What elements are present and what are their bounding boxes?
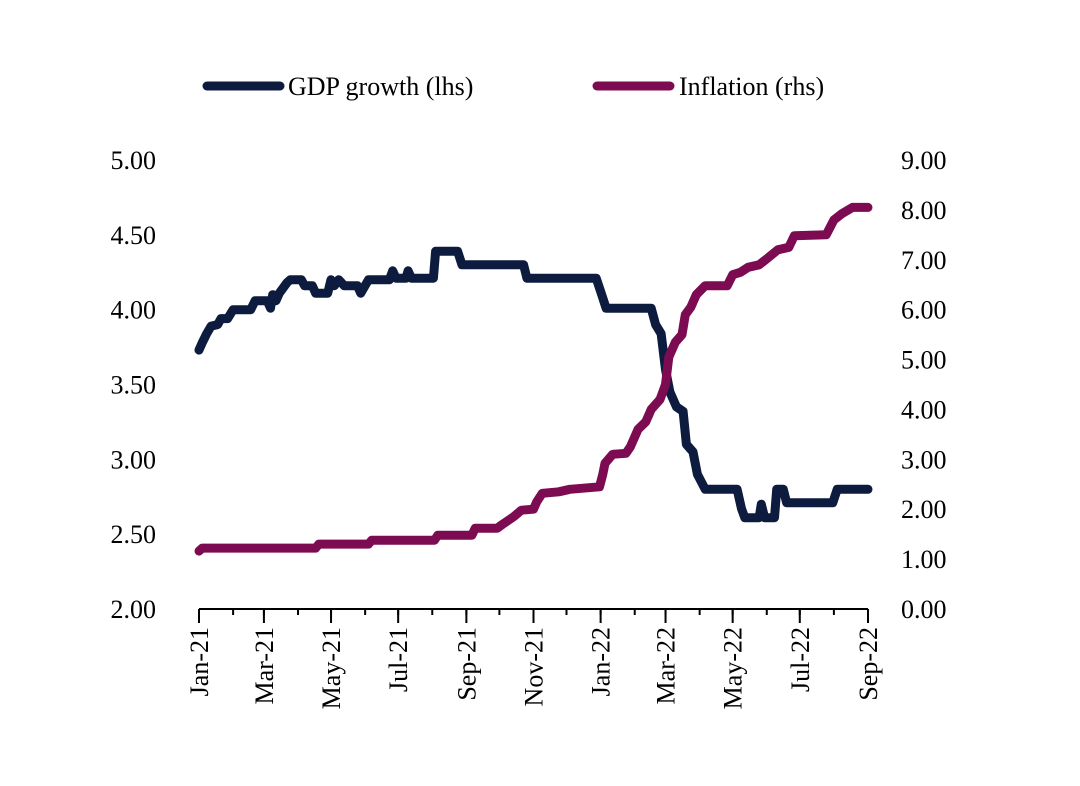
left-y-tick-label: 2.50 (111, 520, 157, 549)
legend-label: GDP growth (lhs) (288, 72, 473, 101)
x-tick-label: Sep-22 (854, 627, 883, 701)
x-tick-label: May-21 (317, 627, 346, 709)
legend: GDP growth (lhs) Inflation (rhs) (202, 72, 824, 101)
x-tick-label: Mar-21 (250, 627, 279, 704)
x-tick-label: Mar-22 (652, 627, 681, 704)
series-layer (194, 202, 873, 556)
x-tick-label: Jan-21 (185, 627, 214, 696)
x-tick-label: May-22 (719, 627, 748, 709)
right-y-tick-label: 7.00 (901, 246, 947, 275)
legend-label: Inflation (rhs) (679, 72, 824, 101)
left-y-tick-label: 2.00 (111, 595, 157, 624)
x-tick-label: Jan-22 (587, 627, 616, 696)
right-y-tick-label: 4.00 (901, 395, 947, 424)
right-y-tick-label: 0.00 (901, 595, 947, 624)
series-line-gdp-growth (194, 246, 873, 523)
left-y-tick-label: 4.00 (111, 296, 157, 325)
right-y-tick-label: 2.00 (901, 495, 947, 524)
right-y-tick-label: 1.00 (901, 545, 947, 574)
right-y-axis: 0.00 1.00 2.00 3.00 4.00 5.00 6.00 7.00 8.00 9.00 (901, 146, 947, 624)
right-y-tick-label: 3.00 (901, 445, 947, 474)
left-y-tick-label: 5.00 (111, 146, 157, 175)
x-tick-label: Jul-22 (786, 627, 815, 692)
right-y-tick-label: 8.00 (901, 196, 947, 225)
left-y-axis: 2.00 2.50 3.00 3.50 4.00 4.50 5.00 (111, 146, 157, 624)
x-tick-label: Nov-21 (520, 627, 549, 706)
left-y-tick-label: 3.50 (111, 371, 157, 400)
right-y-tick-label: 5.00 (901, 346, 947, 375)
left-y-tick-label: 3.00 (111, 445, 157, 474)
right-y-tick-label: 6.00 (901, 296, 947, 325)
series-line-inflation (194, 202, 873, 556)
left-y-tick-label: 4.50 (111, 221, 157, 250)
x-tick-label: Sep-21 (452, 627, 481, 701)
x-tick-label: Jul-21 (384, 627, 413, 692)
right-y-tick-label: 9.00 (901, 146, 947, 175)
x-axis: Jan-21 Mar-21 May-21 Jul-21 Sep-21 Nov-21 Jan-… (185, 608, 883, 709)
